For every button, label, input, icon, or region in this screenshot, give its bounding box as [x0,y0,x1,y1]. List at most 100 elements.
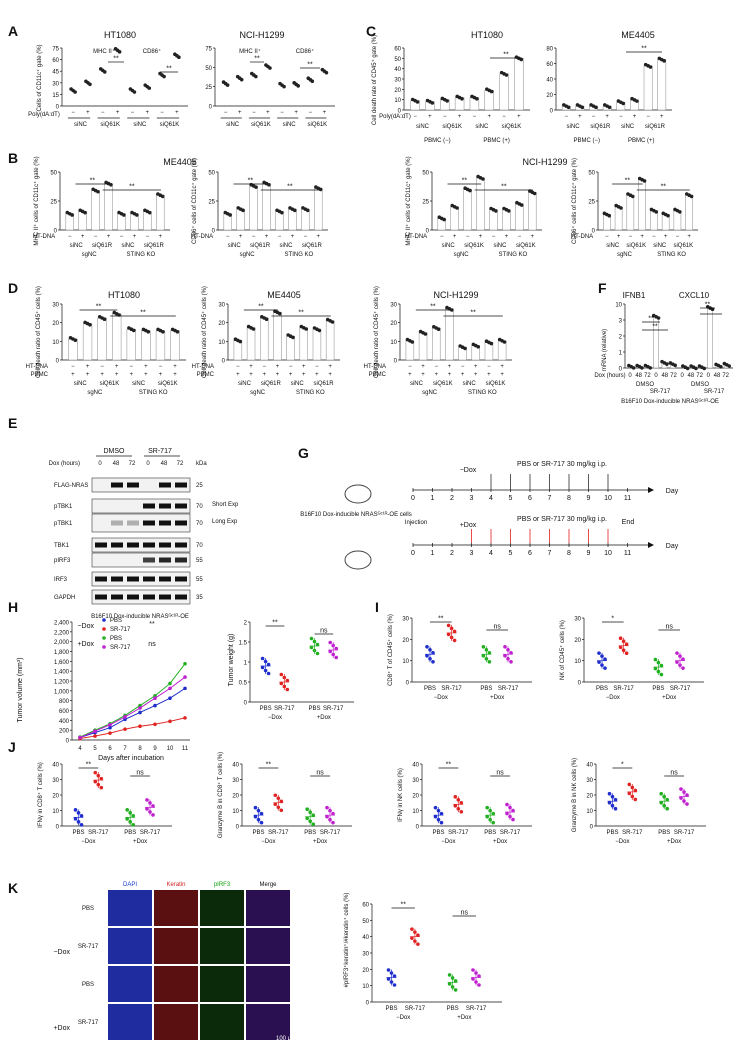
data-point [431,650,435,655]
si-label: siNC [121,243,135,249]
data-point [484,656,489,661]
si-label: siNC [291,381,305,387]
blot-band [159,542,171,548]
data-point [477,974,481,978]
y-tick-label: 1.5 [239,641,248,647]
data-point [279,681,284,686]
si-label: siQ61K [486,381,506,387]
sign-label: + [328,364,332,370]
data-point [610,794,615,799]
data-point [682,799,686,803]
data-point [656,669,661,674]
data-point [659,672,664,677]
bar-dot [102,317,107,322]
y-tick-label: 25 [422,200,429,206]
x-tick-label: 72 [670,373,677,379]
data-point [79,823,84,827]
data-point [662,794,666,799]
y-axis-label: Tumor weight (g) [228,634,235,687]
x-tick-label: 0 [628,373,632,379]
kda-marker: 70 [196,504,203,510]
y-tick-label: 20 [546,93,553,99]
data-point [597,651,601,655]
significance-label: ** [438,616,444,623]
data-point [93,770,98,775]
y-tick-label: 10 [218,340,225,346]
blot-band [127,482,139,488]
data-bar [445,308,454,361]
blot-band [143,503,155,509]
bar-dot [504,73,509,77]
significance-label: ** [166,66,172,73]
si-label: siNC [621,124,635,130]
si-label: siQ61K [100,122,120,128]
significance-label: ** [462,178,468,185]
data-point [76,820,81,824]
significance-label: ** [625,178,631,185]
y-tick-label: 0 [394,359,398,365]
x-tick-label: PBS [252,830,264,836]
data-point [305,807,310,811]
significance-label: ** [129,184,135,191]
y-tick-label: 2 [619,335,623,341]
blot-strip [91,498,191,514]
significance-label: ** [648,316,654,323]
legend-label: SR-717 [110,627,131,633]
data-point [481,644,486,649]
si-label: siQ61K [442,124,462,130]
y-axis-label: Cell death rate of CD45⁺ gate (%) [371,35,378,125]
day-label: 4 [489,550,493,557]
bar-dot [318,187,323,192]
bar-dot [254,185,258,189]
blot-band [95,542,107,548]
data-point [253,814,258,819]
x-tick-label: PBS [385,1006,397,1012]
data-point [679,796,683,800]
bar-dot [88,323,92,327]
sign-label: − [280,110,284,116]
sign-label: + [291,234,295,240]
data-point [613,806,618,811]
data-point [125,808,129,812]
row-label: SR-717 [78,1020,99,1026]
data-point [282,84,286,89]
bar-dot [607,105,612,110]
y-tick-label: 0 [66,739,70,745]
si-label: siNC [74,122,88,128]
sign-label: − [71,364,75,370]
si-label: siNC [238,381,252,387]
sign-label: + [133,234,137,240]
group-label: −Dox [268,715,282,721]
day-label: 10 [604,495,612,502]
sign-label: + [421,364,425,370]
x-tick-label: 4 [78,746,82,752]
data-point [325,814,329,819]
significance-label: ** [501,184,507,191]
group-label: +Dox [313,839,327,845]
data-point [254,74,258,79]
y-tick-label: 0 [222,359,226,365]
y-tick-label: 400 [59,719,70,725]
x-tick-label: 72 [644,373,651,379]
si-label: siNC [70,243,84,249]
sign-label: + [239,234,243,240]
blot-band [95,576,107,582]
si-label: siQ61R [645,124,666,130]
y-tick-label: 30 [218,303,225,309]
group-label: +Dox [667,839,681,845]
data-point [263,668,268,673]
x-tick-label: SR-717 [88,830,109,836]
data-point [102,70,107,74]
bar-dot [635,99,639,103]
significance-label: ** [400,902,406,909]
data-point [506,656,510,661]
y-tick-label: 50 [588,171,595,177]
sign-label: + [500,372,504,378]
y-axis-label: MHC II⁺ cells of CD11c⁺ gate (%) [405,156,412,245]
data-point [633,788,638,793]
data-point [331,820,335,825]
group-label: −Dox [396,1015,410,1021]
sign-label: + [266,110,270,116]
sign-label: + [175,110,179,116]
y-tick-label: 30 [232,778,239,784]
